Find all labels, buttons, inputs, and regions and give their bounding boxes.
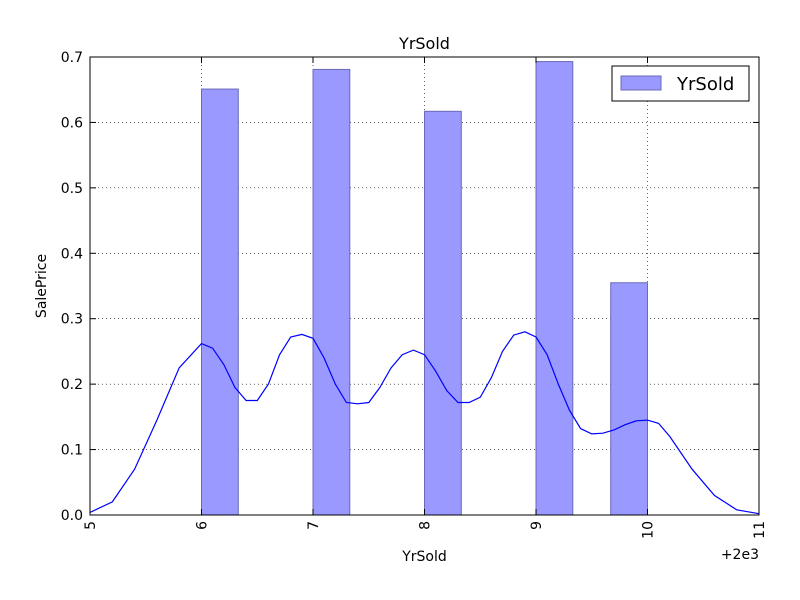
x-axis-label: YrSold bbox=[401, 549, 447, 565]
y-tick-label: 0.2 bbox=[61, 377, 83, 393]
x-tick-label: 7 bbox=[306, 521, 322, 530]
histogram-bar bbox=[201, 88, 239, 516]
legend: YrSold bbox=[611, 65, 750, 102]
histogram-bar bbox=[424, 110, 462, 516]
y-axis-label: SalePrice bbox=[34, 254, 50, 318]
legend-swatch bbox=[620, 75, 662, 91]
kde-line bbox=[89, 331, 760, 515]
chart-title: YrSold bbox=[398, 34, 450, 53]
y-tick-label: 0.7 bbox=[61, 50, 83, 66]
histogram-bar bbox=[610, 282, 649, 516]
x-tick-label: 5 bbox=[83, 521, 99, 530]
legend-label: YrSold bbox=[676, 74, 734, 95]
x-tick-label: 10 bbox=[641, 521, 657, 539]
histogram-bar bbox=[312, 68, 351, 516]
y-tick-label: 0.6 bbox=[61, 115, 83, 131]
x-tick-label: 8 bbox=[418, 521, 434, 530]
axis-ticks: 5 6 7 8 9 10 11 0.0 0.1 0.2 0.3 0.4 0.5 0.6 0.7 bbox=[61, 50, 768, 539]
y-tick-label: 0.4 bbox=[61, 246, 83, 262]
y-tick-label: 0.3 bbox=[61, 312, 83, 328]
histogram-bar bbox=[535, 61, 574, 516]
x-tick-label: 6 bbox=[195, 521, 211, 530]
y-tick-label: 0.1 bbox=[61, 443, 83, 459]
x-offset-label: +2e3 bbox=[721, 547, 759, 563]
y-tick-label: 0.0 bbox=[61, 508, 83, 524]
histogram-bars bbox=[201, 61, 649, 516]
x-tick-label: 11 bbox=[752, 521, 768, 539]
y-tick-label: 0.5 bbox=[61, 181, 83, 197]
x-tick-label: 9 bbox=[529, 521, 545, 530]
